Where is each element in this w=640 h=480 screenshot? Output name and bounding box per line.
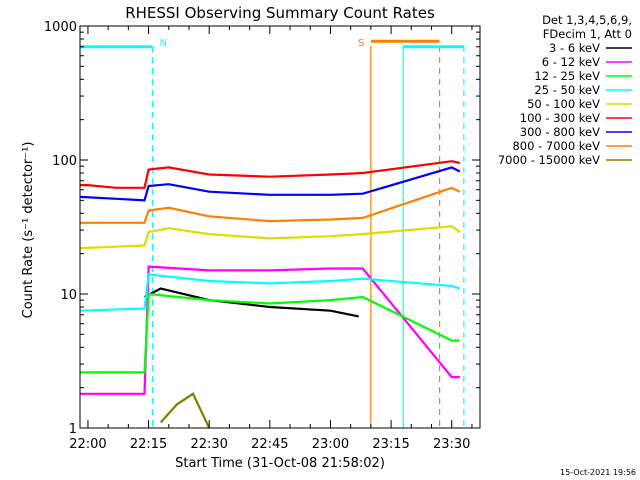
y-tick-label: 1000 <box>44 20 77 35</box>
series-layer <box>80 160 461 428</box>
x-tick: 22:15 <box>130 26 167 452</box>
legend-item: 6 - 12 keV <box>542 55 632 69</box>
legend-label: 12 - 25 keV <box>534 69 600 83</box>
x-tick-label: 22:15 <box>130 437 167 452</box>
y-tick: 10 <box>60 288 480 303</box>
y-tick: 1 <box>69 422 480 437</box>
state-annotation: S <box>358 38 364 49</box>
legend-label: 25 - 50 keV <box>534 83 600 97</box>
footer-date: 15-Oct-2021 19:56 <box>560 468 636 477</box>
series-line-12-25-kev <box>80 292 460 374</box>
legend-label: 800 - 7000 keV <box>512 139 600 153</box>
x-tick-label: 22:30 <box>190 437 227 452</box>
y-tick-label: 10 <box>60 288 77 303</box>
y-axis-label: Count Rate (s⁻¹ detector⁻¹) <box>21 142 36 319</box>
series-line-3-6-kev <box>143 287 359 318</box>
legend-header-line-2: FDecim 1, Att 0 <box>543 27 632 41</box>
legend-label: 300 - 800 keV <box>520 125 600 139</box>
legend-label: 6 - 12 keV <box>542 55 600 69</box>
legend-item: 300 - 800 keV <box>520 125 632 139</box>
legend-label: 3 - 6 keV <box>549 41 600 55</box>
legend-item: 3 - 6 keV <box>549 41 632 55</box>
x-axis-label: Start Time (31-Oct-08 21:58:02) <box>175 456 385 471</box>
series-line-300-800-kev <box>80 166 461 202</box>
legend-item: 7000 - 15000 keV <box>498 153 632 167</box>
legend-label: 50 - 100 keV <box>527 97 600 111</box>
y-tick: 100 <box>52 154 480 169</box>
legend-item: 50 - 100 keV <box>527 97 632 111</box>
y-axis: 1 10 100 1000 <box>44 20 480 437</box>
x-tick-label: 23:00 <box>312 437 349 452</box>
legend-label: 100 - 300 keV <box>520 111 600 125</box>
state-annotation: N <box>160 38 167 49</box>
x-tick: 23:00 <box>312 26 349 452</box>
legend-item: 12 - 25 keV <box>534 69 632 83</box>
series-line-50-100-kev <box>80 225 461 250</box>
x-axis: 22:00 22:15 22:30 22:45 23:00 23:15 23:30 <box>69 26 473 452</box>
x-tick: 23:15 <box>372 26 410 452</box>
x-tick-label: 22:00 <box>69 437 106 452</box>
x-tick: 22:00 <box>69 26 107 452</box>
series-line-800-7000-kev <box>80 186 461 224</box>
series-line-7000-15000-kev <box>159 392 211 428</box>
chart-title: RHESSI Observing Summary Count Rates <box>125 4 435 22</box>
plot-frame <box>79 25 481 429</box>
legend-item: 800 - 7000 keV <box>512 139 632 153</box>
legend-item: 25 - 50 keV <box>534 83 632 97</box>
y-tick-label: 1 <box>69 422 77 437</box>
x-tick-label: 23:30 <box>433 437 470 452</box>
series-line-25-50-kev <box>80 273 461 312</box>
series-line-100-300-kev <box>80 160 461 189</box>
legend-item: 100 - 300 keV <box>520 111 632 125</box>
x-tick: 22:45 <box>251 26 289 452</box>
x-tick: 23:30 <box>433 26 470 452</box>
x-tick-label: 22:45 <box>251 437 288 452</box>
x-tick: 22:30 <box>190 26 228 452</box>
vertical-line-layer <box>152 46 465 428</box>
y-tick-label: 100 <box>52 154 77 169</box>
legend: Det 1,3,4,5,6,9, FDecim 1, Att 0 3 - 6 k… <box>498 13 632 167</box>
legend-label: 7000 - 15000 keV <box>498 153 600 167</box>
x-tick-label: 23:15 <box>372 437 409 452</box>
y-tick: 1000 <box>44 20 480 35</box>
legend-header-line-1: Det 1,3,4,5,6,9, <box>542 13 632 27</box>
